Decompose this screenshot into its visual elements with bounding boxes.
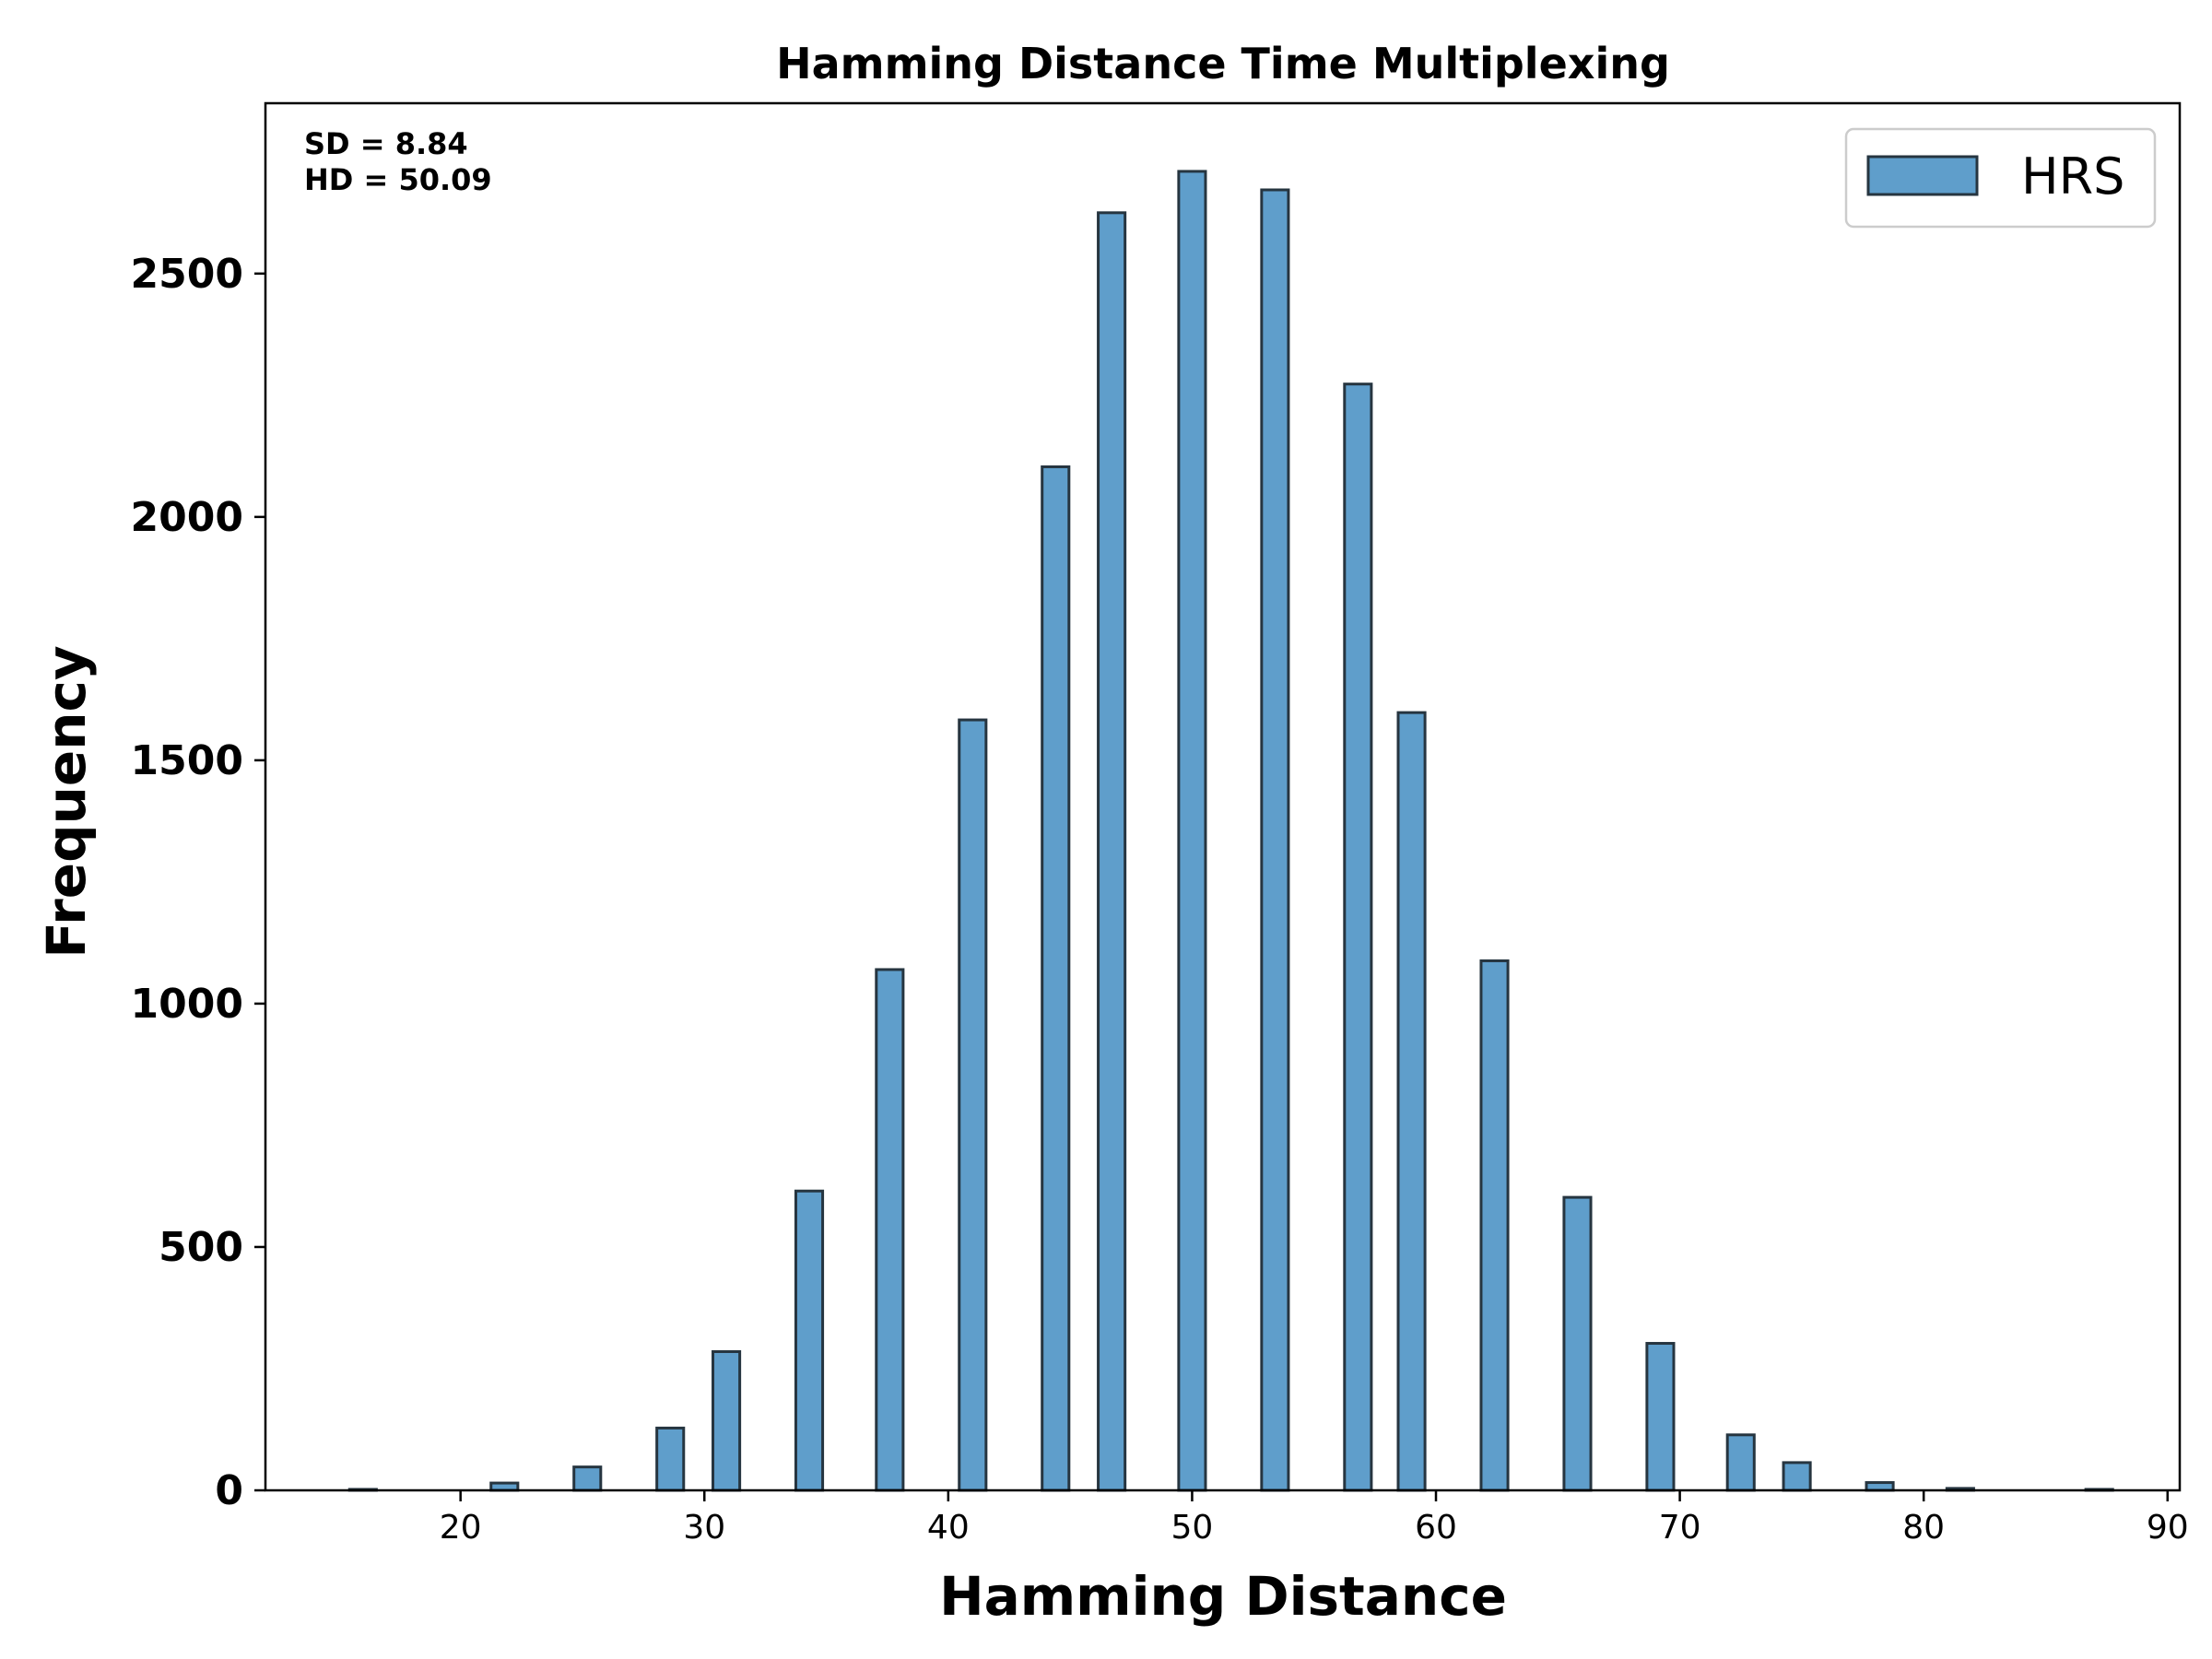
bar (1041, 465, 1071, 1492)
y-tick-label: 1500 (131, 737, 243, 784)
bar (1479, 959, 1510, 1492)
x-axis-label: Hamming Distance (939, 1565, 1507, 1628)
bars (347, 170, 2114, 1492)
x-tick-label: 30 (683, 1509, 725, 1547)
bar (1396, 711, 1427, 1492)
y-tick-label: 1000 (131, 981, 243, 1028)
x-tick-label: 80 (1902, 1509, 1945, 1547)
bar (1645, 1342, 1676, 1492)
y-tick-label: 0 (215, 1467, 243, 1514)
legend-label: HRS (2021, 147, 2124, 206)
legend-box (1844, 127, 2157, 229)
legend-swatch (1866, 155, 1979, 196)
bar (572, 1465, 603, 1492)
stat-hd: HD = 50.09 (304, 162, 492, 197)
x-tick-label: 60 (1415, 1509, 1457, 1547)
x-tick-label: 70 (1659, 1509, 1701, 1547)
bar (958, 718, 988, 1492)
bar (1343, 382, 1373, 1492)
x-tick-label: 20 (440, 1509, 482, 1547)
bar (655, 1426, 686, 1492)
bar (794, 1189, 825, 1492)
x-tick-label: 40 (927, 1509, 970, 1547)
bar (1725, 1433, 1756, 1492)
bar (1177, 170, 1207, 1492)
plot-frame (264, 101, 2182, 1492)
y-tick-label: 2500 (131, 251, 243, 298)
y-axis-ticks: 0 500 1000 1500 2000 2500 (131, 251, 265, 1514)
bar (1260, 188, 1290, 1492)
x-axis-ticks: 20 30 40 50 60 70 80 90 (440, 1490, 2189, 1547)
bar (1097, 211, 1127, 1492)
x-tick-label: 90 (2147, 1509, 2189, 1547)
y-axis-label: Frequency (35, 645, 98, 958)
legend: HRS (1844, 127, 2157, 229)
bar (1782, 1461, 1812, 1492)
bar (1562, 1195, 1593, 1492)
y-tick-label: 2000 (131, 494, 243, 541)
stat-sd: SD = 8.84 (304, 126, 468, 161)
bar (712, 1350, 742, 1492)
y-tick-label: 500 (159, 1224, 243, 1271)
chart-title: Hamming Distance Time Multiplexing (776, 39, 1670, 88)
bar (875, 968, 905, 1492)
bar (1865, 1481, 1895, 1492)
x-tick-label: 50 (1171, 1509, 1214, 1547)
